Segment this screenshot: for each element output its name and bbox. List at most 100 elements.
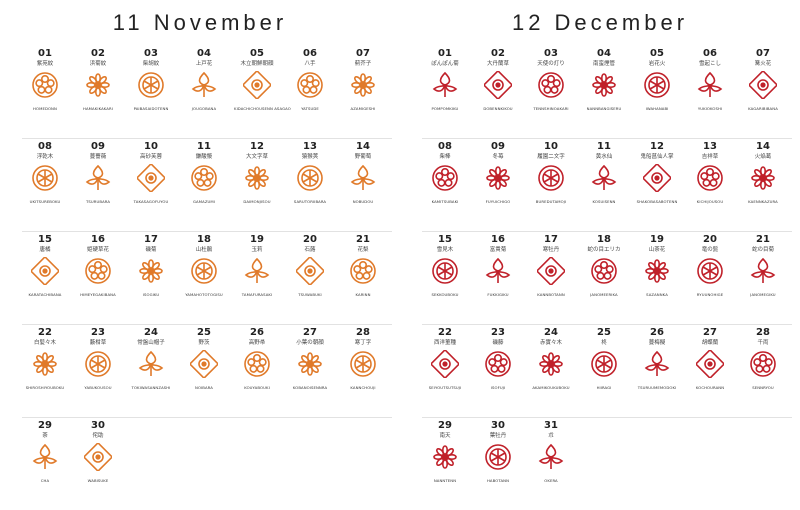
firework-crest-icon bbox=[644, 72, 670, 98]
trumpet-flower-crest-icon bbox=[243, 71, 271, 99]
crest-name-jp: 唐橘 bbox=[39, 247, 51, 253]
double-ring-crest-icon bbox=[538, 165, 564, 191]
day-cell: 04 上戸花 JOUGOBANA bbox=[181, 46, 227, 111]
crest-name-jp: 浜菊紋 bbox=[89, 61, 107, 67]
day-number: 02 bbox=[491, 48, 505, 59]
week-row: 15 雪見木 SEKKOUBOKU 16 富貴菊 FUKKIGIKU 17 寒牡丹 KANNBO… bbox=[422, 232, 792, 325]
crest-name-romaji: KAENNKAZURA bbox=[748, 199, 778, 204]
day-number: 11 bbox=[597, 141, 611, 152]
leaf-ring-crest-icon bbox=[296, 257, 324, 285]
crest-name-jp: 寒丁字 bbox=[354, 340, 372, 346]
day-number: 26 bbox=[250, 327, 264, 338]
day-cell: 10 高砂芙蓉 TAKASAGOFUYOU bbox=[128, 139, 174, 204]
mandarin-crest-icon bbox=[31, 257, 59, 285]
day-number: 22 bbox=[38, 327, 52, 338]
cluster-crest-icon bbox=[85, 258, 111, 284]
week-row: 01 ぽんぽん菊 POMPOMKIKU 02 大丹蘭草 DOBENNKIKOU 03 天使の灯… bbox=[422, 46, 792, 139]
crest-name-romaji: YABUKOUSOU bbox=[84, 385, 112, 390]
crest-name-romaji: WABISUKE bbox=[87, 478, 109, 483]
square-flower-crest-icon bbox=[350, 351, 376, 377]
crest-name-romaji: YATSUDE bbox=[301, 106, 319, 111]
day-number: 29 bbox=[438, 420, 452, 431]
day-cell: 18 山杜鵑 YAMAHOTOTOGISU bbox=[181, 232, 227, 297]
crest-name-romaji: SAZANNKA bbox=[646, 292, 668, 297]
crest-name-jp: 鬼船菖仙人掌 bbox=[640, 154, 674, 160]
day-number: 27 bbox=[703, 327, 717, 338]
crest-name-romaji: TENNSHINOAKARI bbox=[533, 106, 569, 111]
crest-name-jp: 篝火花 bbox=[754, 61, 772, 67]
day-number: 01 bbox=[438, 48, 452, 59]
crest-name-romaji: TSUWABUKI bbox=[298, 292, 322, 297]
crest-name-jp: 蔓梅擬 bbox=[648, 340, 666, 346]
crest-name-jp: 上戸花 bbox=[195, 61, 213, 67]
grid-crest-icon bbox=[85, 351, 111, 377]
crest-name-jp: 野葡萄 bbox=[354, 154, 372, 160]
day-cell: 25 野茨 NOIBARA bbox=[181, 325, 227, 390]
crest-name-jp: 南蛮煙管 bbox=[592, 61, 615, 67]
crest-name-jp: 浮乾木 bbox=[36, 154, 54, 160]
day-cell: 17 磯菊 ISOGIKU bbox=[128, 232, 174, 297]
day-number: 23 bbox=[491, 327, 505, 338]
whirl-flower-crest-icon bbox=[244, 351, 270, 377]
month-november: 11 November 01 紫苑紋 HOMEDONN 02 浜菊紋 HAMAKIKAKA… bbox=[0, 0, 400, 500]
crest-name-jp: 葉牡丹 bbox=[489, 433, 507, 439]
day-cell: 27 胡蝶蘭 KOCHOURANN bbox=[687, 325, 733, 390]
day-number: 15 bbox=[38, 234, 52, 245]
bindweed-crest-icon bbox=[298, 352, 322, 376]
day-cell: 05 岩花火 IWAHANABI bbox=[634, 46, 680, 111]
crest-name-jp: 紫苑紋 bbox=[36, 61, 54, 67]
day-cell: 29 茶 CHA bbox=[22, 418, 68, 483]
kale-crest-icon bbox=[485, 444, 511, 470]
day-number: 20 bbox=[703, 234, 717, 245]
okera-crest-icon bbox=[538, 443, 564, 469]
crest-name-jp: 吉祥草 bbox=[701, 154, 719, 160]
day-cell: 07 篝火花 KAGARIBIBANA bbox=[740, 46, 786, 111]
week-row: 29 南天 NANNTENN 30 葉牡丹 HABOTANN 31 朮 OKERA bbox=[422, 418, 792, 510]
crest-name-jp: 高砂芙蓉 bbox=[139, 154, 162, 160]
day-number: 05 bbox=[650, 48, 664, 59]
crest-name-jp: 茶 bbox=[42, 433, 48, 439]
crest-name-jp: 薊芥子 bbox=[354, 61, 372, 67]
crest-name-jp: 岩花火 bbox=[648, 61, 666, 67]
day-cell: 24 赤實々木 AKAMIKOUKUBOKU bbox=[528, 325, 574, 390]
day-number: 29 bbox=[38, 420, 52, 431]
crest-name-jp: 山杜鵑 bbox=[195, 247, 213, 253]
week-row: 01 紫苑紋 HOMEDONN 02 浜菊紋 HAMAKIKAKARI 03 柴胡紋 PAIBA… bbox=[22, 46, 392, 139]
day-cell: 09 蔓薔薇 TSURUBARA bbox=[75, 139, 121, 204]
crest-name-romaji: KARATACHIBANA bbox=[28, 292, 62, 297]
crest-name-romaji: NANNBANGISERU bbox=[586, 106, 622, 111]
crest-name-jp: 雪起こし bbox=[698, 61, 721, 67]
crest-name-romaji: NOBUDOU bbox=[352, 199, 374, 204]
week-row: 15 唐橘 KARATACHIBANA 16 姫硬草花 HIMEYEGAKIBANA 17 磯… bbox=[22, 232, 392, 325]
crest-name-romaji: POMPOMKIKU bbox=[431, 106, 459, 111]
flame-vine-crest-icon bbox=[751, 166, 775, 190]
crest-name-jp: 竜の髭 bbox=[701, 247, 719, 253]
day-cell: 22 西洋菫種 SEIYOUTSUTSUJI bbox=[422, 325, 468, 390]
day-number: 18 bbox=[597, 234, 611, 245]
crest-name-romaji: KICHIJOUSOU bbox=[696, 199, 724, 204]
day-number: 15 bbox=[438, 234, 452, 245]
crest-name-jp: 大丹蘭草 bbox=[486, 61, 509, 67]
day-number: 13 bbox=[703, 141, 717, 152]
crest-name-romaji: SHIROSHIYOUBOKU bbox=[25, 385, 65, 390]
day-number: 09 bbox=[491, 141, 505, 152]
crest-name-jp: 千両 bbox=[757, 340, 769, 346]
rose-crest-icon bbox=[85, 164, 111, 190]
crest-name-jp: 柴胡紋 bbox=[142, 61, 160, 67]
day-number: 08 bbox=[38, 141, 52, 152]
day-cell: 25 柊 HIIRAGI bbox=[581, 325, 627, 390]
crest-name-romaji: UKITSUREBOKU bbox=[29, 199, 61, 204]
lily-crest-icon bbox=[191, 258, 217, 284]
day-number: 21 bbox=[356, 234, 370, 245]
crest-name-romaji: CHA bbox=[40, 478, 50, 483]
crest-name-romaji: AKAMIKOUKUBOKU bbox=[532, 385, 570, 390]
crest-grid: 01 ぽんぽん菊 POMPOMKIKU 02 大丹蘭草 DOBENNKIKOU 03 天使の灯… bbox=[422, 46, 792, 510]
day-cell: 11 黄水仙 KOSUISENN bbox=[581, 139, 627, 204]
berry-crest-icon bbox=[191, 165, 217, 191]
crest-name-romaji: HAMAKIKAKARI bbox=[83, 106, 113, 111]
pipe-crest-icon bbox=[592, 73, 616, 97]
crest-name-romaji: SARUTORIIBARA bbox=[293, 199, 327, 204]
day-cell: 26 高野帚 KOUYABOUKI bbox=[234, 325, 280, 390]
crest-name-jp: 藪柑草 bbox=[89, 340, 107, 346]
day-cell: 27 小葉の朝顔 KOBANOISENNRA bbox=[287, 325, 333, 390]
